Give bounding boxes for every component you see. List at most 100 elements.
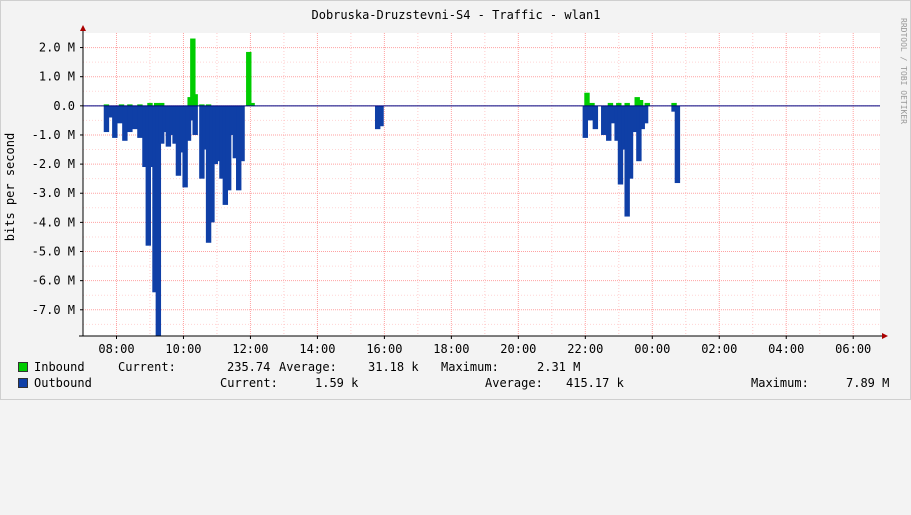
- y-axis-label: bits per second: [3, 133, 17, 241]
- inbound-average-value: 31.18 k: [368, 360, 419, 374]
- outbound-bar: [239, 105, 245, 162]
- inbound-bar: [624, 102, 630, 106]
- y-tick-label: 0.0: [53, 99, 75, 113]
- graph-frame: Dobruska-Druzstevni-S4 - Traffic - wlan1…: [0, 0, 911, 400]
- outbound-bar: [148, 105, 155, 168]
- x-tick-label: 18:00: [433, 342, 469, 356]
- y-axis-arrow: [80, 25, 86, 31]
- outbound-bar: [103, 105, 110, 133]
- inbound-bar: [644, 102, 650, 106]
- x-tick-label: 02:00: [701, 342, 737, 356]
- inbound-name: Inbound: [34, 360, 85, 374]
- outbound-bar: [155, 105, 162, 336]
- outbound-bar: [606, 105, 612, 141]
- outbound-bar: [627, 105, 634, 179]
- outbound-swatch: [18, 378, 28, 388]
- inbound-swatch: [18, 362, 28, 372]
- outbound-bar: [189, 105, 195, 121]
- outbound-bar: [222, 105, 229, 205]
- inbound-bar: [190, 38, 196, 106]
- inbound-bar: [192, 94, 198, 106]
- x-tick-label: 14:00: [299, 342, 335, 356]
- axes: [79, 25, 888, 339]
- inbound-current-value: 235.74: [227, 360, 271, 374]
- watermark: RRDTOOL / TOBI OETIKER: [899, 18, 908, 124]
- outbound-bar: [642, 105, 649, 124]
- legend-row-outbound: Outbound Current: 1.59 k Average: 415.17…: [1, 375, 910, 391]
- outbound-name: Outbound: [34, 376, 92, 390]
- inbound-bar: [127, 104, 133, 106]
- inbound-average-label: Average:: [279, 360, 337, 374]
- outbound-bar: [202, 105, 208, 150]
- inbound-bar: [634, 97, 640, 106]
- x-tick-label: 04:00: [768, 342, 804, 356]
- x-tick-label: 06:00: [835, 342, 871, 356]
- outbound-bar: [236, 105, 242, 191]
- outbound-bar: [172, 105, 178, 144]
- x-tick-label: 10:00: [165, 342, 201, 356]
- outbound-current-value: 1.59 k: [315, 376, 359, 390]
- inbound-bar: [158, 102, 165, 106]
- x-tick-label: 00:00: [634, 342, 670, 356]
- outbound-bar: [636, 105, 642, 162]
- y-tick-label: 1.0 M: [39, 70, 75, 84]
- outbound-bar: [671, 105, 677, 112]
- legend-row-inbound: Inbound Current: 235.74 Average: 31.18 k…: [1, 359, 910, 375]
- chart-title: Dobruska-Druzstevni-S4 - Traffic - wlan1: [312, 8, 601, 22]
- y-tick-label: -1.0 M: [32, 128, 75, 142]
- traffic-chart: Dobruska-Druzstevni-S4 - Traffic - wlan1…: [1, 1, 910, 359]
- inbound-bar: [607, 102, 614, 106]
- outbound-bar: [205, 105, 212, 243]
- x-tick-label: 12:00: [232, 342, 268, 356]
- outbound-maximum-value: 7.89 M: [846, 376, 890, 390]
- y-tick-label: -6.0 M: [32, 274, 75, 288]
- outbound-bar: [601, 105, 607, 135]
- outbound-bar: [225, 105, 232, 191]
- outbound-bar: [587, 105, 594, 121]
- outbound-bar: [232, 105, 239, 159]
- outbound-bar: [182, 105, 188, 188]
- outbound-bar: [378, 105, 384, 127]
- outbound-maximum-label: Maximum:: [751, 376, 809, 390]
- outbound-average-label: Average:: [485, 376, 543, 390]
- outbound-bar: [179, 105, 185, 153]
- inbound-bar: [147, 102, 153, 106]
- outbound-bar: [137, 105, 143, 138]
- inbound-bar: [103, 104, 110, 106]
- outbound-bar: [199, 105, 205, 179]
- outbound-bar: [142, 105, 148, 168]
- outbound-bar: [674, 105, 681, 184]
- inbound-bar: [118, 104, 125, 106]
- x-tick-label: 20:00: [500, 342, 536, 356]
- outbound-bar: [639, 105, 645, 130]
- inbound-bar: [246, 51, 252, 106]
- inbound-bar: [584, 92, 590, 106]
- y-tick-label: -7.0 M: [32, 303, 75, 317]
- outbound-bar: [145, 105, 152, 246]
- inbound-maximum-value: 2.31 M: [537, 360, 581, 374]
- outbound-bar: [592, 105, 599, 130]
- outbound-bar: [122, 105, 128, 141]
- outbound-bar: [219, 105, 225, 179]
- x-tick-labels: 08:00 10:00 12:00 14:00 16:00 18:00 20:00 22:00…: [98, 342, 871, 356]
- y-tick-label: -5.0 M: [32, 245, 75, 259]
- outbound-bar: [624, 105, 630, 217]
- outbound-bar: [209, 105, 215, 223]
- y-tick-labels: 2.0 M 1.0 M 0.0 -1.0 M -2.0 M -3.0 M -4.0 M -5.…: [32, 41, 75, 317]
- x-tick-label: 16:00: [366, 342, 402, 356]
- outbound-bar: [158, 105, 165, 144]
- inbound-bar: [137, 104, 143, 106]
- outbound-bar: [132, 105, 138, 130]
- inbound-bar: [671, 102, 677, 106]
- outbound-average-value: 415.17 k: [566, 376, 624, 390]
- y-tick-label: -4.0 M: [32, 215, 75, 229]
- inbound-bar: [153, 102, 160, 106]
- outbound-bar: [152, 105, 158, 293]
- outbound-bar: [107, 105, 113, 118]
- plot-area: [83, 33, 880, 336]
- outbound-bar: [614, 105, 620, 141]
- y-tick-label: 2.0 M: [39, 41, 75, 55]
- outbound-bar: [169, 105, 175, 135]
- outbound-bar: [621, 105, 627, 150]
- outbound-bar: [185, 105, 192, 141]
